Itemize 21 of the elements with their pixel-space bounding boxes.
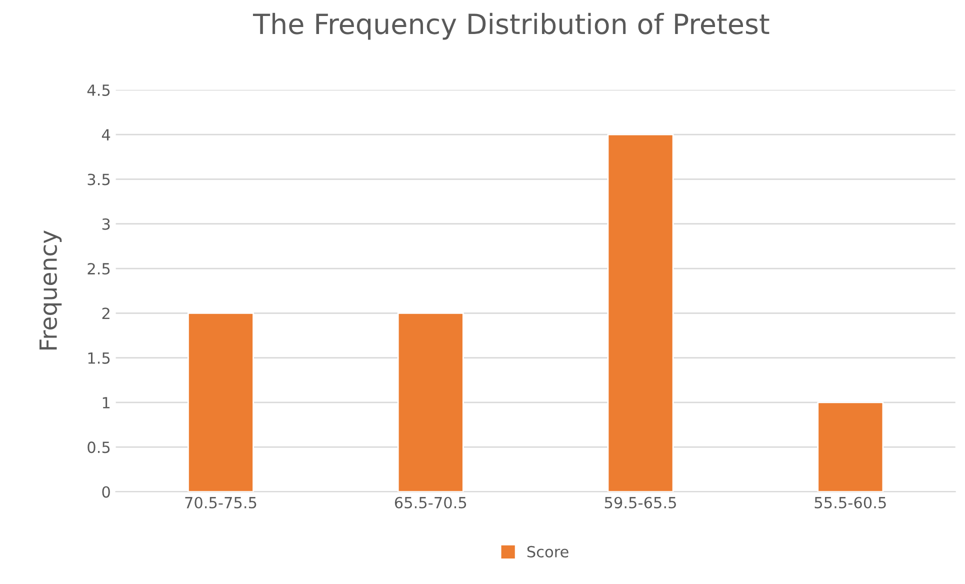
y-tick-label: 4.5 xyxy=(87,84,110,96)
x-tick-label: 70.5-75.5 xyxy=(185,496,256,508)
x-tick-label: 65.5-70.5 xyxy=(394,496,466,508)
bar xyxy=(397,312,464,492)
bar xyxy=(817,402,884,492)
y-tick-label: 2.5 xyxy=(88,262,110,275)
y-tick-label: 1.5 xyxy=(88,352,110,364)
chart-title: The Frequency Distribution of Pretest xyxy=(252,12,770,40)
y-tick-label: 0 xyxy=(102,486,110,498)
bar xyxy=(607,134,674,492)
y-tick-label: 0.5 xyxy=(88,442,110,454)
x-tick-label: 59.5-65.5 xyxy=(604,496,676,508)
y-tick-label: 3 xyxy=(102,218,110,230)
bar xyxy=(188,312,254,492)
y-tick-label: 3.5 xyxy=(88,174,110,186)
legend-label: Score xyxy=(527,546,568,558)
y-tick-label: 4 xyxy=(102,129,110,140)
x-tick-label: 55.5-60.5 xyxy=(814,496,886,508)
y-tick-label: 1 xyxy=(102,397,110,408)
y-tick-label: 2 xyxy=(102,308,110,319)
y-axis-title: Frequency xyxy=(40,230,62,350)
